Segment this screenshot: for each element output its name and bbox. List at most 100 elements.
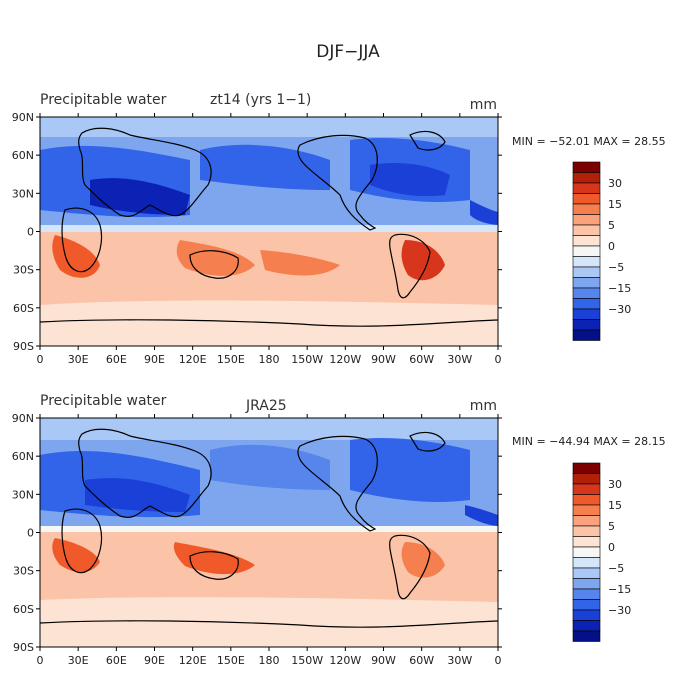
panel-bottom-field (40, 418, 498, 647)
colorbar-swatch (572, 319, 601, 331)
lon-label: 60W (409, 654, 434, 667)
colorbar-label: −15 (608, 583, 631, 596)
lat-label: 30S (13, 565, 34, 578)
lat-label: 90N (12, 412, 34, 425)
panel-bottom-units: mm (470, 398, 497, 414)
colorbar-swatch (572, 599, 601, 611)
lon-label: 0 (37, 353, 44, 366)
colorbar-swatch (572, 182, 601, 194)
lon-label: 60E (106, 353, 127, 366)
colorbar-swatch (572, 193, 601, 205)
lon-label: 120E (179, 654, 207, 667)
lon-label: 0 (495, 353, 502, 366)
lat-label: 30N (12, 187, 34, 200)
lat-label: 90N (12, 111, 34, 124)
panel-bottom-stats: MIN = −44.94 MAX = 28.15 (512, 435, 666, 448)
lat-label: 30N (12, 488, 34, 501)
panel-top-coastlines (40, 127, 498, 327)
lon-label: 150W (291, 353, 323, 366)
colorbar-top: 30 15 5 0 −5 −15 −30 (572, 161, 631, 341)
panel-top-units: mm (470, 97, 497, 113)
colorbar-swatch (572, 630, 601, 642)
lon-label: 90E (144, 353, 165, 366)
lat-label: 60N (12, 450, 34, 463)
colorbar-swatch (572, 620, 601, 632)
colorbar-label: 5 (608, 520, 615, 533)
lon-label: 180 (259, 654, 280, 667)
colorbar-label: −30 (608, 303, 631, 316)
panel-top-field (40, 117, 498, 346)
colorbar-swatch (572, 224, 601, 236)
lat-label: 60N (12, 149, 34, 162)
lon-label: 150W (291, 654, 323, 667)
colorbar-swatch (572, 287, 601, 299)
panel-bottom: Precipitable water JRA25 mm MIN = −44.94… (12, 393, 666, 667)
lon-label: 150E (217, 654, 245, 667)
colorbar-swatch (572, 578, 601, 590)
colorbar-swatch (572, 494, 601, 506)
lon-label: 90W (371, 654, 396, 667)
lon-label: 0 (37, 654, 44, 667)
colorbar-swatch (572, 235, 601, 247)
lon-label: 180 (259, 353, 280, 366)
colorbar-swatch (572, 245, 601, 257)
lon-label: 60E (106, 654, 127, 667)
lon-label: 150E (217, 353, 245, 366)
panel-top-center-title: zt14 (yrs 1−1) (210, 92, 311, 108)
lon-label: 90W (371, 353, 396, 366)
colorbar-swatch (572, 329, 601, 341)
colorbar-label: −5 (608, 562, 624, 575)
lon-label: 30W (447, 353, 472, 366)
colorbar-swatch (572, 567, 601, 579)
colorbar-swatch (572, 525, 601, 537)
panel-bottom-coastlines (40, 428, 498, 628)
colorbar-swatch (572, 172, 601, 184)
colorbar-label: 15 (608, 499, 622, 512)
lon-label: 120W (329, 353, 361, 366)
lat-label: 90S (13, 340, 34, 353)
lat-label: 90S (13, 641, 34, 654)
colorbar-swatch (572, 203, 601, 215)
lon-label: 30W (447, 654, 472, 667)
lat-label: 0 (27, 226, 34, 239)
colorbar-label: −30 (608, 604, 631, 617)
colorbar-label: 30 (608, 177, 622, 190)
lon-label: 120E (179, 353, 207, 366)
colorbar-label: 5 (608, 219, 615, 232)
colorbar-swatch (572, 515, 601, 527)
panel-top-stats: MIN = −52.01 MAX = 28.55 (512, 135, 666, 148)
colorbar-swatch (572, 483, 601, 495)
colorbar-swatch (572, 256, 601, 268)
colorbar-bottom: 30 15 5 0 −5 −15 −30 (572, 462, 631, 642)
panel-top-left-title: Precipitable water (40, 92, 167, 108)
colorbar-swatch (572, 536, 601, 548)
colorbar-label: 30 (608, 478, 622, 491)
colorbar-swatch (572, 308, 601, 320)
lon-label: 30E (68, 353, 89, 366)
panel-bottom-center-title: JRA25 (245, 398, 287, 414)
colorbar-swatch (572, 462, 601, 474)
lat-label: 30S (13, 264, 34, 277)
figure-title: DJF−JJA (316, 42, 380, 62)
lat-label: 60S (13, 302, 34, 315)
colorbar-swatch (572, 214, 601, 226)
colorbar-swatch (572, 473, 601, 485)
colorbar-label: −5 (608, 261, 624, 274)
lat-label: 0 (27, 527, 34, 540)
lon-label: 90E (144, 654, 165, 667)
colorbar-swatch (572, 609, 601, 621)
colorbar-swatch (572, 557, 601, 569)
lon-label: 0 (495, 654, 502, 667)
colorbar-swatch (572, 546, 601, 558)
lat-label: 60S (13, 603, 34, 616)
colorbar-label: −15 (608, 282, 631, 295)
lon-label: 30E (68, 654, 89, 667)
colorbar-swatch (572, 298, 601, 310)
panel-top: Precipitable water zt14 (yrs 1−1) mm MIN… (12, 92, 666, 366)
colorbar-label: 0 (608, 240, 615, 253)
lon-label: 60W (409, 353, 434, 366)
colorbar-swatch (572, 504, 601, 516)
